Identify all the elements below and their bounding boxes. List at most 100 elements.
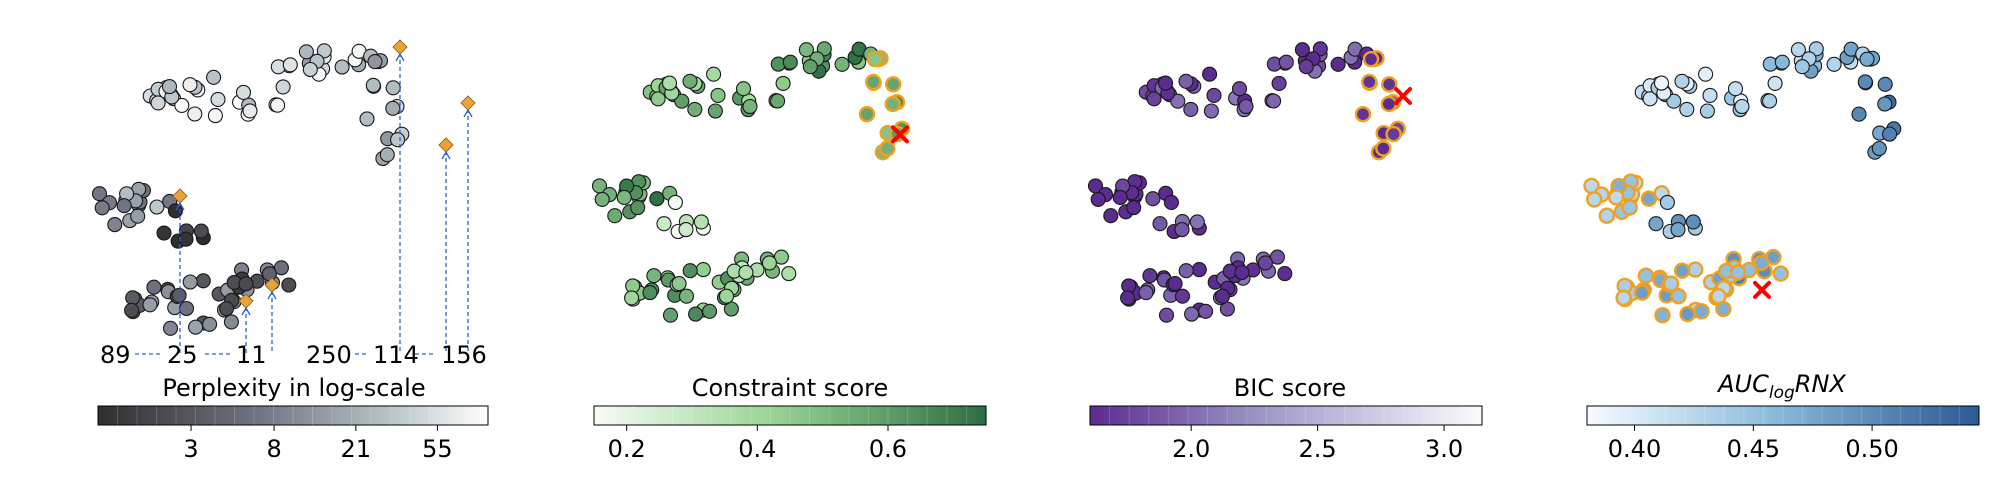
scatter-point	[710, 87, 726, 103]
scatter-point	[1266, 93, 1282, 109]
scatter-point	[1679, 101, 1695, 117]
scatter-point	[798, 42, 814, 58]
perp-label-156: 156	[441, 341, 487, 369]
scatter-point	[723, 301, 739, 317]
scatter-point	[1637, 267, 1655, 284]
scatter-point	[607, 208, 623, 224]
scatter-point	[91, 186, 108, 202]
scatter-point	[270, 97, 286, 113]
auc-title-base: AUC	[1716, 370, 1769, 398]
colorbar-tick-label: 0.45	[1727, 435, 1780, 463]
scatter-point	[695, 262, 711, 278]
selected-marker	[238, 293, 254, 309]
scatter-point	[718, 288, 735, 304]
scatter-point	[1674, 73, 1690, 89]
scatter-point	[738, 264, 754, 281]
scatter-point	[223, 314, 239, 330]
colorbar-perplexity: 3 8 21 55	[97, 405, 489, 463]
scatter-point	[671, 276, 687, 292]
scatter-point	[146, 279, 162, 295]
scatter-point	[281, 277, 297, 293]
scatter-point	[1362, 51, 1380, 68]
selected-marker	[172, 188, 188, 204]
scatter-point	[1138, 285, 1154, 301]
scatter-point	[1729, 264, 1747, 281]
scatter-point	[1767, 75, 1783, 91]
selected-marker	[392, 39, 408, 55]
scatter-point	[210, 91, 226, 107]
colorbar-bic: 2.0 2.5 3.0	[1089, 405, 1483, 463]
scatter-point	[167, 203, 183, 219]
scatter-point	[688, 306, 704, 322]
scatter-point	[385, 80, 401, 96]
scatter-point	[178, 231, 194, 247]
panel-perplexity: 89 25 11 250 114 156 Perplexity in log-s…	[91, 39, 489, 463]
scatter-point	[707, 103, 723, 119]
scatter-point	[1090, 191, 1106, 207]
colorbar-tick-label: 55	[422, 435, 453, 463]
colorbar-tick-label: 21	[341, 435, 372, 463]
scatter-point	[662, 307, 679, 323]
scatter-point	[218, 301, 235, 317]
scatter-point	[1698, 66, 1714, 82]
scatter-point	[1157, 75, 1174, 91]
scatter-point	[94, 200, 110, 216]
colorbar-title-perplexity: Perplexity in log-scale	[162, 374, 425, 402]
scatter-point	[171, 287, 187, 303]
scatter-point	[1219, 301, 1235, 317]
scatter-point	[273, 260, 289, 276]
perp-label-25: 25	[167, 341, 198, 369]
scatter-point	[781, 266, 797, 282]
scatter-point	[1710, 288, 1727, 305]
scatter-point	[678, 222, 694, 238]
colorbar-title-auc: AUClogRNX	[1716, 370, 1846, 403]
scatter-point	[667, 194, 683, 210]
scatter-point	[1621, 199, 1638, 216]
scatter-point	[178, 300, 195, 317]
scatter-point	[773, 249, 789, 265]
scatter-point	[1330, 56, 1346, 72]
scatter-point	[1167, 276, 1183, 292]
scatter-point	[1183, 101, 1199, 117]
scatter-point	[678, 288, 695, 304]
scatter-point	[1659, 194, 1675, 210]
scatter-point	[1231, 81, 1248, 97]
scatter-point	[642, 285, 658, 301]
selected-marker	[460, 95, 476, 111]
colorbar-tick-label: 0.50	[1845, 435, 1898, 463]
scatter-point	[182, 77, 198, 93]
perplexity-selected-labels: 89 25 11 250 114 156	[100, 341, 487, 369]
scatter-point	[1662, 275, 1680, 292]
colorbar-gradient	[593, 405, 987, 426]
scatter-point	[1877, 76, 1893, 92]
colorbar-tick-label: 8	[266, 435, 281, 463]
scatter-point	[187, 106, 203, 122]
scatter-point	[1871, 140, 1887, 157]
link-arrow	[395, 52, 405, 62]
scatter-point	[1126, 200, 1142, 216]
scatter-point	[1142, 268, 1158, 284]
scatter-point	[235, 84, 252, 100]
scatter-point	[650, 91, 666, 107]
scatter-point	[1184, 306, 1200, 322]
scatter-point	[656, 216, 672, 232]
scatter-point	[693, 214, 709, 230]
colorbar-tick-label: 0.4	[738, 435, 776, 463]
scatter-point	[682, 73, 698, 89]
scatter-point	[359, 111, 375, 127]
scatter-point	[142, 297, 158, 313]
scatter-point	[1851, 106, 1867, 122]
scatter-point	[1112, 189, 1128, 205]
scatter-point	[1826, 56, 1842, 72]
scatter-point	[1120, 290, 1136, 306]
colorbar-tick-label: 0.2	[608, 435, 646, 463]
scatter-point	[107, 217, 123, 233]
scatter-point	[1189, 214, 1205, 230]
perp-label-11: 11	[236, 341, 267, 369]
best-marker	[1394, 87, 1412, 105]
perp-label-250: 250	[306, 341, 352, 369]
scatter-perplexity	[91, 43, 410, 336]
scatter-point	[1734, 98, 1750, 115]
colorbar-tick-label: 2.5	[1299, 435, 1337, 463]
scatter-point	[1882, 126, 1898, 142]
